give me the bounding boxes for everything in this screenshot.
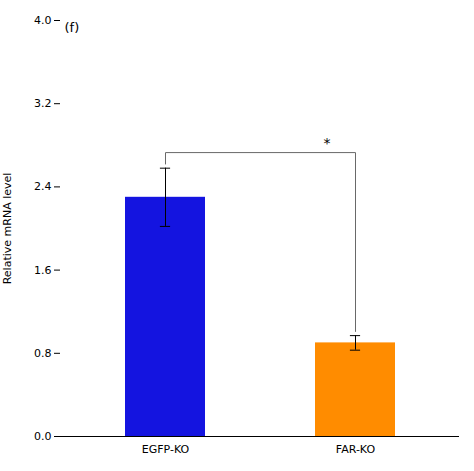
svg-text:1.6: 1.6 <box>34 264 52 277</box>
svg-text:0.8: 0.8 <box>34 347 52 360</box>
svg-text:2.4: 2.4 <box>34 180 52 193</box>
svg-text:*: * <box>324 135 331 151</box>
svg-text:FAR-KO: FAR-KO <box>336 443 376 456</box>
svg-text:EGFP-KO: EGFP-KO <box>142 443 190 456</box>
svg-text:(f): (f) <box>65 20 80 35</box>
svg-text:3.2: 3.2 <box>34 97 52 110</box>
svg-text:Relative mRNA level: Relative mRNA level <box>1 173 14 285</box>
svg-text:0.0: 0.0 <box>34 430 52 443</box>
svg-text:4.0: 4.0 <box>34 14 52 27</box>
